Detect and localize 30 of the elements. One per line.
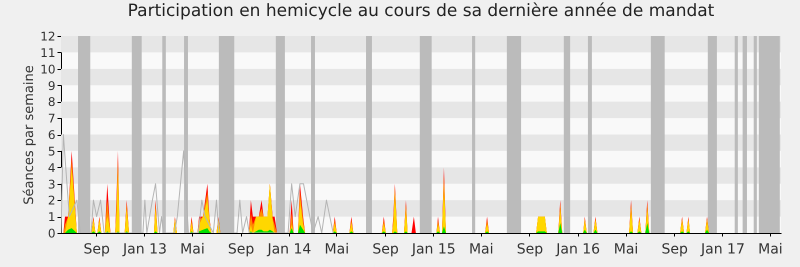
x-tick-label: Sep [228,242,254,258]
y-axis-title: Séances par semaine [22,65,38,205]
x-tick-label: Mai [468,242,494,258]
x-tick-label: Jan 16 [555,242,600,258]
x-tick-label: Sep [516,242,544,258]
x-tick-label: Jan 15 [410,242,456,258]
x-tick-label: Jan 13 [122,242,167,258]
x-tick-label: Sep [84,242,110,258]
y-tick-label: 11 [40,46,56,60]
y-tick-label: 6 [48,128,56,142]
x-tick-label: Mai [180,242,205,258]
y-tick-label: 8 [48,95,56,110]
y-tick-label: 12 [40,30,56,44]
x-tick-label: Sep [372,242,399,258]
x-tick-label: Jan 14 [266,242,312,258]
x-tick-label: Jan 17 [700,242,745,258]
y-tick-label: 5 [48,144,56,158]
x-tick-label: Mai [614,242,638,258]
y-tick-label: 3 [48,177,56,192]
y-tick-label: 2 [48,194,56,208]
x-tick-label: Mai [758,242,783,258]
y-tick-label: 7 [48,112,56,126]
chart-title: Participation en hemicycle au cours de sa dernière année de mandat [128,1,715,21]
x-tick-label: Mai [324,242,350,258]
y-tick-label: 10 [40,62,56,76]
x-tick-label: Sep [661,242,688,258]
y-tick-label: 4 [48,160,56,175]
y-tick-label: 9 [48,78,56,93]
y-tick-label: 1 [48,210,56,224]
y-tick-label: 0 [48,226,56,240]
